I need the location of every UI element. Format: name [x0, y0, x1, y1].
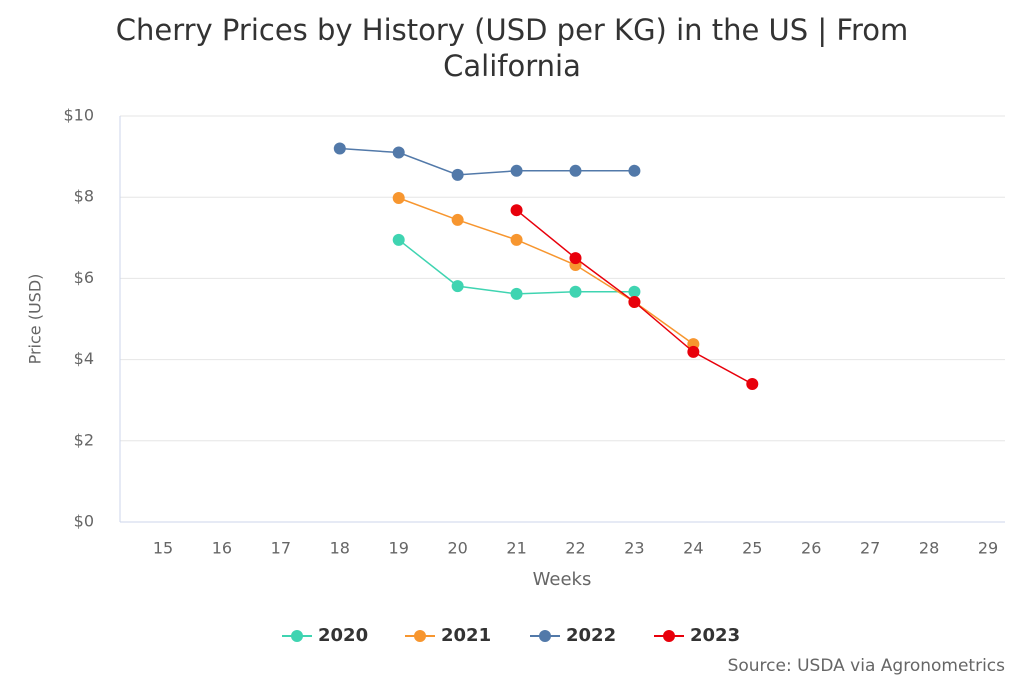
- data-point: [510, 287, 523, 300]
- y-tick-label: $4: [74, 349, 94, 368]
- legend-marker: [663, 630, 675, 642]
- x-tick-label: 23: [624, 539, 644, 558]
- data-point: [628, 285, 641, 298]
- data-point: [451, 168, 464, 181]
- data-point: [510, 204, 523, 217]
- legend-label: 2022: [566, 625, 616, 646]
- x-tick-label: 28: [919, 539, 939, 558]
- x-tick-label: 22: [565, 539, 585, 558]
- data-point: [569, 252, 582, 265]
- source: Source: USDA via Agronometrics: [728, 656, 1006, 676]
- x-tick-label: 29: [978, 539, 998, 558]
- legend-label: 2021: [441, 625, 491, 646]
- y-tick-label: $8: [74, 187, 94, 206]
- data-point: [451, 280, 464, 293]
- data-point: [628, 164, 641, 177]
- data-point: [628, 295, 641, 308]
- data-point: [451, 213, 464, 226]
- legend-marker: [539, 630, 551, 642]
- series-line: [339, 147, 635, 176]
- data-point: [687, 345, 700, 358]
- data-point: [510, 233, 523, 246]
- x-tick-label: 21: [506, 539, 526, 558]
- y-axis-label: Price (USD): [26, 274, 45, 365]
- x-tick-label: 20: [447, 539, 467, 558]
- data-point: [392, 233, 405, 246]
- chart-title: Cherry Prices by History (USD per KG) in…: [115, 13, 909, 83]
- data-point: [510, 164, 523, 177]
- data-point: [392, 192, 405, 205]
- data-point: [333, 142, 346, 155]
- data-point: [569, 164, 582, 177]
- y-tick-label: $2: [74, 430, 94, 449]
- x-axis-label: Weeks: [533, 569, 592, 590]
- legend-label: 2020: [318, 625, 368, 646]
- x-tick-label: 26: [801, 539, 821, 558]
- x-tick-label: 19: [389, 539, 409, 558]
- x-tick-label: 18: [330, 539, 350, 558]
- y-tick-label: $6: [74, 268, 94, 287]
- x-tick-label: 25: [742, 539, 762, 558]
- x-tick-label: 16: [212, 539, 232, 558]
- data-point: [746, 377, 759, 390]
- data-point: [569, 285, 582, 298]
- x-tick-label: 27: [860, 539, 880, 558]
- y-tick-label: $10: [63, 106, 94, 125]
- x-tick-label: 15: [153, 539, 173, 558]
- data-point: [392, 146, 405, 159]
- x-tick-label: 17: [271, 539, 291, 558]
- x-tick-label: 24: [683, 539, 703, 558]
- legend-marker: [414, 630, 426, 642]
- y-tick-label: $0: [74, 512, 94, 531]
- legend-marker: [291, 630, 303, 642]
- series-line: [398, 197, 694, 345]
- legend-label: 2023: [690, 625, 740, 646]
- series-line: [398, 239, 635, 295]
